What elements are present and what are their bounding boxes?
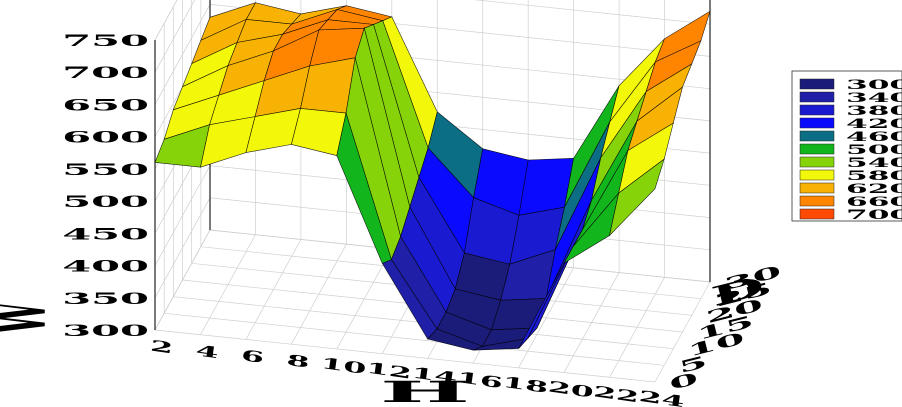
legend-label: 340 (846, 90, 902, 105)
surface-mesh (154, 2, 711, 351)
x-tick-label: 6 (240, 347, 265, 368)
x-tick-label: 8 (285, 351, 310, 372)
legend: 300340380420460500540580620660700 (791, 70, 902, 222)
surface-cell (291, 108, 347, 156)
x-tick-label: 10 (319, 354, 367, 378)
x-tick-label: 4 (195, 342, 220, 363)
legend-swatch (799, 156, 835, 168)
x-tick-label: 12 (365, 359, 413, 383)
z-tick-label: 550 (62, 160, 149, 179)
legend-label: 460 (846, 129, 902, 144)
legend-swatch (799, 195, 835, 207)
x-tick-label: 18 (501, 373, 549, 397)
x-tick-label: 24 (638, 387, 686, 407)
legend-label: 620 (846, 181, 902, 196)
x-tick-label: 16 (456, 369, 504, 393)
legend-swatch (799, 130, 835, 142)
z-tick-label: 400 (62, 257, 149, 276)
z-tick-label: 300 (62, 321, 149, 340)
legend-swatch (799, 91, 835, 103)
legend-swatch (799, 182, 835, 194)
z-tick-label: 350 (62, 289, 149, 308)
legend-label: 580 (846, 168, 902, 183)
legend-swatch (799, 208, 835, 220)
legend-label: 700 (846, 207, 902, 222)
x-axis-title: H (380, 374, 470, 407)
x-tick-label: 20 (547, 378, 595, 402)
legend-label: 660 (846, 194, 902, 209)
legend-swatch (799, 143, 835, 155)
y-floor-gridline (154, 329, 656, 383)
legend-swatch (799, 78, 835, 90)
legend-swatch (799, 169, 835, 181)
z-tick-label: 700 (62, 63, 149, 82)
legend-label: 380 (846, 103, 902, 118)
legend-label: 500 (846, 142, 902, 157)
z-tick-label: 600 (62, 128, 149, 147)
z-tick-label: 450 (62, 225, 149, 244)
x-tick-label: 14 (410, 364, 458, 388)
z-axis-title: W (0, 301, 63, 334)
x-tick-label: 22 (592, 383, 640, 407)
legend-label: 300 (846, 77, 902, 92)
legend-swatch (799, 117, 835, 129)
z-tick-label: 750 (62, 31, 149, 50)
z-tick-label: 500 (62, 192, 149, 211)
surface-cell (608, 158, 665, 237)
z-axis-ticks: 300 350 400 450 500 550 600 650 700 750 (62, 31, 149, 340)
y-floor-gridline (164, 312, 665, 366)
x-tick-label: 2 (149, 337, 174, 358)
legend-label: 540 (846, 155, 902, 170)
legend-swatch (799, 104, 835, 116)
legend-label: 420 (846, 116, 902, 131)
z-tick-label: 650 (62, 96, 149, 115)
